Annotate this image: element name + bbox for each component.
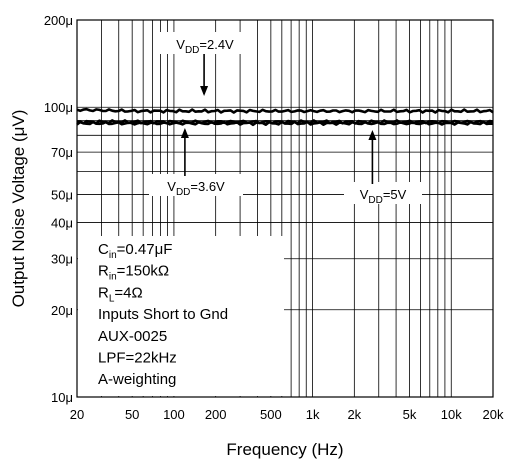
conditions-box	[78, 236, 284, 396]
x-tick-labels: 20 50 100 200 500 1k 2k 5k 10k 20k	[70, 407, 504, 422]
y-tick-label: 40μ	[51, 216, 73, 231]
x-tick-label: 5k	[403, 407, 417, 422]
annotation-label: VDD=3.6V	[167, 179, 225, 198]
x-axis-label: Frequency (Hz)	[226, 440, 343, 459]
condition-line: Inputs Short to Gnd	[98, 306, 228, 323]
x-tick-label: 200	[205, 407, 227, 422]
y-tick-label: 20μ	[51, 303, 73, 318]
condition-line: LPF=22kHz	[98, 350, 177, 367]
y-tick-label: 70μ	[51, 145, 73, 160]
condition-line: A-weighting	[98, 371, 176, 388]
x-tick-label: 500	[260, 407, 282, 422]
series-line-3	[76, 119, 494, 125]
x-tick-label: 1k	[306, 407, 320, 422]
condition-line: RL=4Ω	[98, 284, 143, 304]
annotations: VDD=2.4V VDD=3.6V VDD=5V	[149, 32, 422, 206]
condition-line: AUX-0025	[98, 328, 167, 345]
y-tick-label: 10μ	[51, 390, 73, 405]
annotation-arrowhead	[200, 86, 209, 96]
series-group	[76, 107, 494, 127]
annotation-label: VDD=2.4V	[176, 37, 234, 56]
x-tick-label: 20	[70, 407, 84, 422]
x-tick-label: 50	[125, 407, 139, 422]
y-tick-label: 30μ	[51, 252, 73, 267]
annotation-box	[158, 32, 252, 54]
annotation-box	[149, 174, 243, 196]
y-tick-label: 50μ	[51, 187, 73, 202]
annotation-box	[344, 182, 422, 204]
annotation-arrowhead	[180, 128, 189, 138]
annotation-label: VDD=5V	[360, 187, 407, 206]
x-tick-label: 10k	[441, 407, 462, 422]
plot-frame	[76, 19, 494, 398]
y-tick-labels: 10μ 20μ 30μ 40μ 50μ 70μ 100μ 200μ	[44, 13, 73, 405]
condition-line: Rin=150kΩ	[98, 263, 169, 283]
x-tick-label: 100	[163, 407, 185, 422]
series-line-1	[76, 107, 494, 114]
condition-line: Cin=0.47μF	[98, 241, 172, 261]
annotation-arrowhead	[368, 130, 377, 140]
x-tick-label: 2k	[347, 407, 361, 422]
y-axis-label: Output Noise Voltage (μV)	[9, 110, 28, 308]
x-tick-label: 20k	[483, 407, 504, 422]
y-tick-label: 200μ	[44, 13, 73, 28]
y-tick-label: 100μ	[44, 100, 73, 115]
